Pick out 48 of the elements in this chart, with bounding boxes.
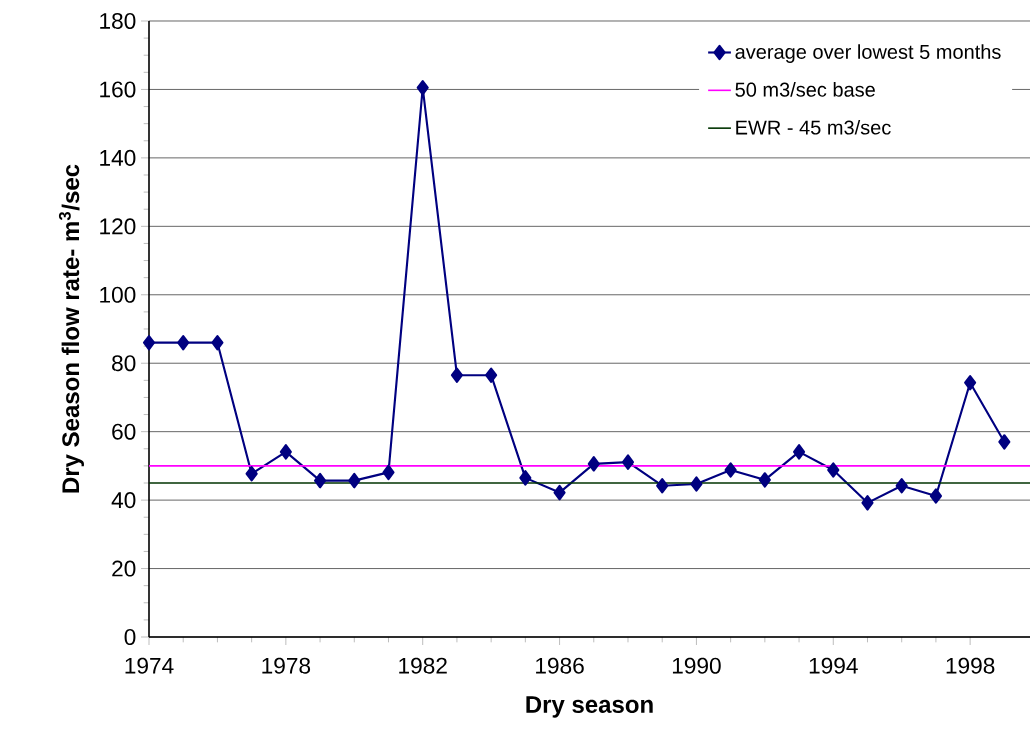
point: [314, 472, 327, 489]
y-tick-label: 0: [124, 628, 136, 646]
x-tick-label: 1982: [399, 657, 447, 674]
point: [177, 334, 190, 351]
y-axis-title: Dry Season flow rate- m$^{3}$/sec: [58, 164, 84, 493]
point: [690, 476, 703, 492]
point: [792, 444, 806, 460]
point: [895, 478, 908, 494]
point: [758, 472, 771, 488]
legend-label: 50 m3/sec base: [735, 82, 875, 97]
y-tick-label: 20: [112, 560, 136, 577]
legend-label: average over lowest 5 months: [735, 44, 1001, 63]
point: [211, 334, 224, 351]
y-tick-label: 100: [100, 286, 136, 303]
point: [553, 484, 566, 501]
x-axis-title: Dry season: [526, 696, 653, 718]
point: [656, 478, 669, 494]
point: [348, 472, 361, 489]
point: [245, 466, 258, 482]
point: [621, 454, 635, 470]
point: [519, 470, 532, 486]
y-tick-label: 160: [100, 81, 136, 98]
point: [861, 495, 874, 511]
x-tick-label: 1978: [262, 657, 311, 674]
x-tick-label: 1998: [946, 657, 995, 674]
point: [929, 488, 942, 504]
point: [998, 434, 1011, 450]
y-tick-label: 80: [112, 355, 136, 372]
point: [450, 367, 463, 383]
y-tick-label: 60: [112, 423, 136, 440]
point: [827, 462, 840, 478]
y-tick-label: 140: [100, 149, 136, 166]
point: [485, 367, 498, 383]
x-tick-label: 1974: [125, 657, 174, 674]
point: [416, 79, 429, 96]
y-tick-label: 180: [100, 12, 136, 30]
y-tick-label: 40: [111, 492, 136, 509]
point: [279, 444, 292, 460]
legend-label: EWR - 45 m3/sec: [736, 119, 891, 135]
point: [587, 456, 600, 472]
x-tick-label: 1986: [536, 657, 584, 674]
point: [964, 374, 977, 391]
point: [724, 462, 737, 478]
x-tick-label: 1990: [672, 657, 721, 674]
y-tick-label: 120: [100, 218, 136, 235]
x-tick-label: 1994: [809, 657, 858, 674]
point: [382, 464, 395, 481]
point: [142, 334, 156, 351]
